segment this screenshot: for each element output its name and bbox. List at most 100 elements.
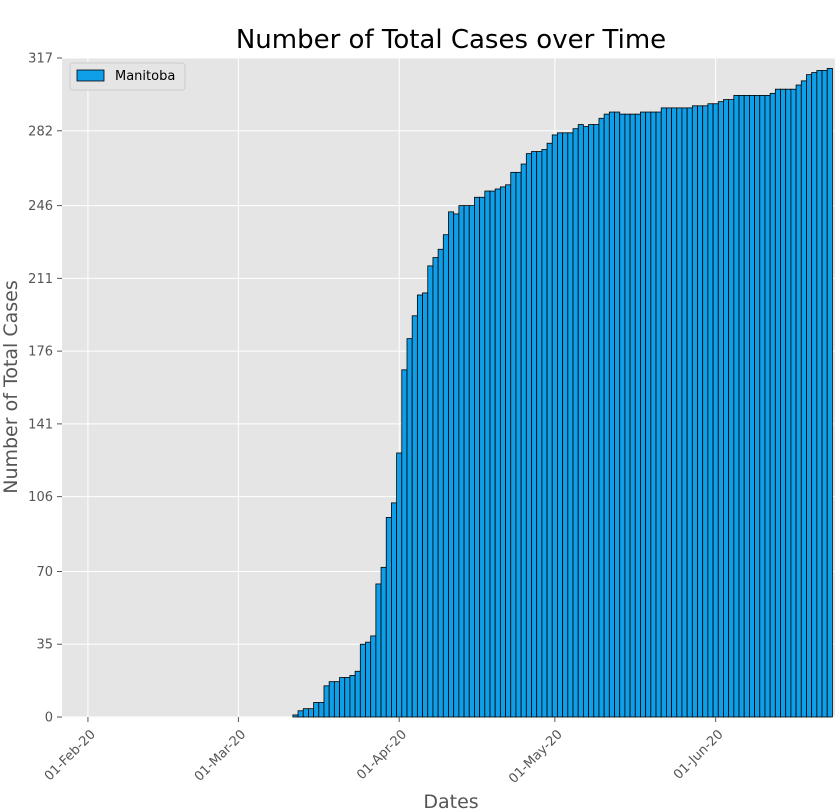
bar [608, 111, 615, 718]
bar [603, 113, 610, 718]
bar [463, 205, 470, 718]
bar [806, 74, 813, 718]
bar [541, 149, 548, 718]
bar [619, 113, 626, 718]
bar [800, 80, 807, 718]
bar [292, 714, 299, 718]
bar [691, 105, 698, 718]
y-axis-label: Number of Total Cases [0, 280, 22, 494]
bar [385, 517, 392, 718]
bar [375, 583, 382, 718]
bar [499, 186, 506, 718]
bar [645, 111, 652, 718]
y-tick-label: 141 [28, 417, 53, 432]
bar [593, 124, 600, 718]
bar [365, 641, 372, 718]
bar [572, 128, 579, 718]
bar [826, 67, 833, 718]
bar [811, 72, 818, 718]
bar [655, 111, 662, 718]
bar [468, 205, 475, 718]
bar [515, 171, 522, 718]
bar [629, 113, 636, 718]
bar [484, 190, 491, 718]
y-tick-label: 35 [36, 638, 53, 653]
bar [546, 142, 553, 718]
bar [551, 134, 558, 718]
bar [717, 101, 724, 718]
bar [769, 92, 776, 718]
bar [422, 292, 429, 718]
bar [427, 265, 434, 718]
bar [650, 111, 657, 718]
bar [774, 88, 781, 718]
y-tick-label: 0 [45, 711, 53, 726]
bar [313, 702, 320, 718]
bar [370, 635, 377, 718]
bar [702, 105, 709, 718]
bar [406, 338, 413, 718]
bar [697, 105, 704, 718]
bar [525, 153, 532, 718]
bar [359, 643, 366, 718]
bar [489, 190, 496, 718]
bar [557, 132, 564, 718]
bar [780, 88, 787, 718]
bar [660, 107, 667, 718]
bar [671, 107, 678, 718]
bar [790, 88, 797, 718]
bar [297, 710, 304, 718]
bar [432, 257, 439, 718]
y-tick-label: 282 [28, 124, 53, 139]
bar [686, 107, 693, 718]
bar [562, 132, 569, 718]
bar [536, 151, 543, 718]
bar [759, 95, 766, 718]
bar [494, 188, 501, 718]
bar [582, 126, 589, 718]
bar [453, 213, 460, 718]
bar [665, 107, 672, 718]
bar [323, 685, 330, 718]
bar [333, 681, 340, 718]
bar [821, 70, 828, 718]
bar [416, 294, 423, 718]
x-tick-label: 01-Mar-20 [192, 727, 249, 784]
y-tick-label: 70 [36, 565, 53, 580]
bar [785, 88, 792, 718]
bar [567, 132, 574, 718]
bar [743, 95, 750, 718]
bar [396, 452, 403, 718]
bar [728, 99, 735, 718]
chart-title: Number of Total Cases over Time [236, 25, 666, 55]
legend-label-manitoba: Manitoba [115, 69, 175, 84]
bar [733, 95, 740, 718]
bar [681, 107, 688, 718]
x-axis-label: Dates [423, 791, 478, 812]
bar [723, 99, 730, 718]
bar [349, 675, 356, 718]
bar [634, 113, 641, 718]
bar [344, 677, 351, 718]
bar [764, 95, 771, 718]
bar-series [292, 67, 833, 718]
bar [328, 681, 335, 718]
legend: Manitoba [69, 62, 186, 91]
y-tick-label: 211 [28, 272, 53, 287]
y-tick-label: 106 [28, 490, 53, 505]
bar [391, 502, 398, 718]
bar [748, 95, 755, 718]
y-tick-label: 176 [28, 345, 53, 360]
bar [474, 196, 481, 718]
bar [712, 103, 719, 718]
bar [479, 196, 486, 718]
bar [448, 211, 455, 718]
bar [505, 184, 512, 718]
bar [754, 95, 761, 718]
legend-swatch [76, 69, 105, 82]
bar [411, 315, 418, 718]
bar [401, 369, 408, 718]
bar [738, 95, 745, 718]
bar [318, 702, 325, 718]
